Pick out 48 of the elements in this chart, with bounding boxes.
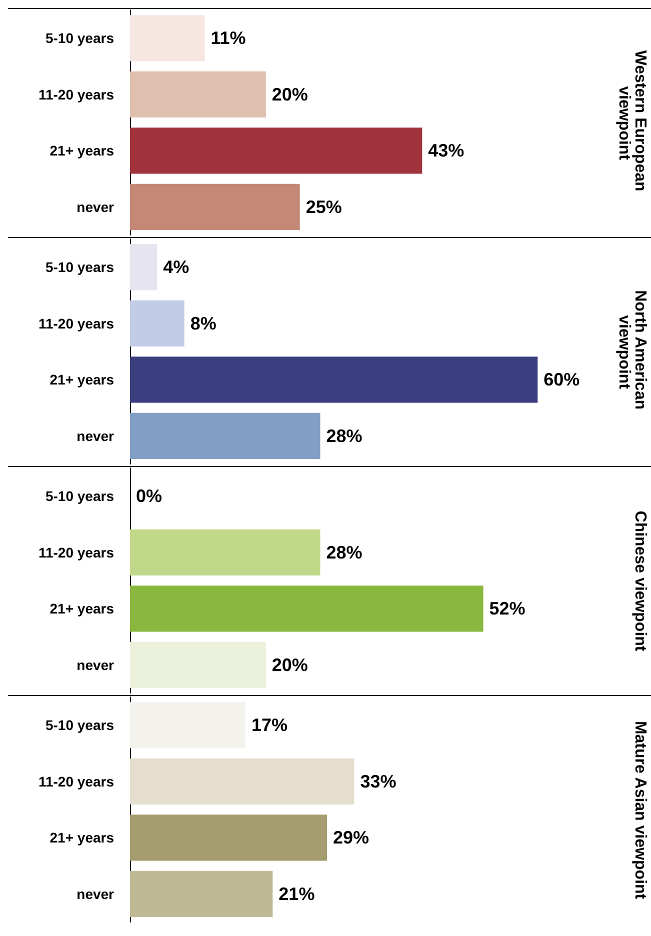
bar	[130, 702, 246, 748]
y2-axis-title: Western European viewpoint	[616, 50, 648, 196]
data-label: 43%	[428, 140, 464, 161]
y-tick-label: 5-10 years	[45, 488, 114, 504]
data-label: 52%	[489, 598, 526, 619]
bar	[130, 244, 158, 290]
y-tick-label: 5-10 years	[45, 30, 114, 46]
bar	[130, 814, 328, 861]
data-label: 28%	[326, 542, 362, 562]
y-tick-label: 21+ years	[50, 600, 114, 617]
data-label: 8%	[190, 313, 216, 334]
data-label: 28%	[326, 426, 362, 446]
y-tick-label: 5-10 years	[45, 259, 114, 276]
data-label: 21%	[278, 884, 315, 904]
data-label: 17%	[252, 715, 288, 736]
y-tick-label: 11-20 years	[38, 86, 114, 102]
y-tick-label: never	[76, 656, 115, 673]
bar	[130, 300, 184, 346]
y2-axis-title: Mature Asian viewpoint	[632, 720, 648, 900]
bar	[130, 412, 320, 459]
data-label: 4%	[163, 257, 190, 278]
data-label: 33%	[360, 771, 396, 792]
data-label: 25%	[306, 196, 342, 217]
data-label: 29%	[333, 828, 370, 848]
y2-axis-title: Chinese viewpoint	[632, 510, 648, 652]
bar	[130, 128, 422, 174]
y-tick-label: 21+ years	[50, 372, 114, 388]
y-tick-label: 21+ years	[50, 142, 114, 159]
bar	[130, 758, 354, 804]
bar	[130, 870, 273, 917]
data-label: 11%	[210, 28, 246, 48]
data-label: 20%	[272, 84, 308, 104]
y-tick-label: 11-20 years	[38, 544, 114, 560]
y-tick-label: 11-20 years	[38, 315, 114, 332]
data-label: 60%	[544, 370, 580, 390]
y-tick-label: 21+ years	[50, 830, 114, 846]
y-tick-label: never	[76, 198, 115, 215]
bar	[130, 15, 205, 62]
bar	[130, 184, 300, 230]
data-label: 20%	[272, 654, 308, 675]
y-tick-label: never	[76, 886, 115, 902]
y2-axis-title: North American viewpoint	[616, 290, 648, 414]
y-tick-label: 5-10 years	[45, 717, 114, 734]
y-tick-label: 11-20 years	[38, 773, 114, 790]
data-label: 0%	[136, 486, 162, 506]
y-tick-label: never	[76, 428, 115, 444]
bar	[130, 71, 266, 118]
bar	[130, 356, 538, 403]
